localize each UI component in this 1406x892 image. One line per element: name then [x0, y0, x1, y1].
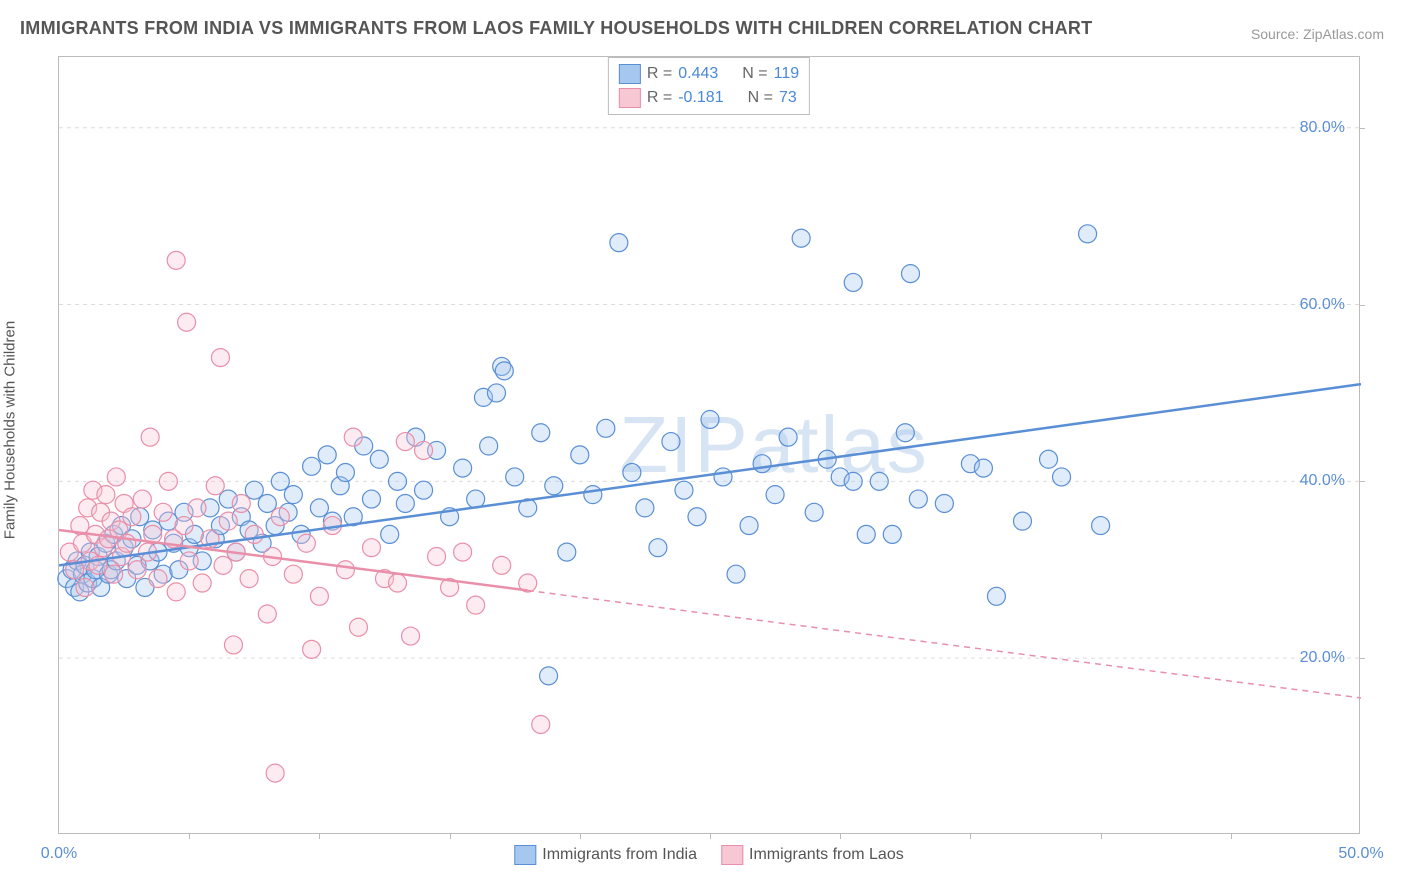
r-label: R = [647, 86, 672, 110]
legend-item-laos: Immigrants from Laos [721, 845, 904, 865]
swatch-laos [619, 88, 641, 108]
r-label: R = [647, 62, 672, 86]
r-value-india: 0.443 [678, 62, 718, 86]
series-legend: Immigrants from India Immigrants from La… [514, 845, 903, 865]
y-tick-label: 20.0% [1300, 649, 1345, 667]
legend-row-india: R = 0.443 N = 119 [619, 62, 799, 86]
x-tick-label: 0.0% [41, 845, 77, 863]
x-minor-tick [710, 833, 711, 839]
legend-label-india: Immigrants from India [542, 846, 697, 864]
trend-line-extrapolated-laos [528, 590, 1361, 698]
y-tick-label: 40.0% [1300, 472, 1345, 490]
x-minor-tick [1101, 833, 1102, 839]
legend-item-india: Immigrants from India [514, 845, 697, 865]
legend-label-laos: Immigrants from Laos [749, 846, 904, 864]
legend-row-laos: R = -0.181 N = 73 [619, 86, 799, 110]
y-tick-label: 60.0% [1300, 296, 1345, 314]
n-label: N = [742, 62, 767, 86]
x-minor-tick [580, 833, 581, 839]
x-minor-tick [840, 833, 841, 839]
x-tick-label: 50.0% [1338, 845, 1383, 863]
plot-area: ZIPatlas R = 0.443 N = 119 R = -0.181 N … [58, 56, 1360, 834]
trend-layer [59, 57, 1359, 833]
source-attribution: Source: ZipAtlas.com [1251, 26, 1384, 42]
x-minor-tick [1231, 833, 1232, 839]
swatch-india [514, 845, 536, 865]
x-minor-tick [319, 833, 320, 839]
x-minor-tick [450, 833, 451, 839]
correlation-legend: R = 0.443 N = 119 R = -0.181 N = 73 [608, 57, 810, 115]
n-value-india: 119 [774, 62, 800, 86]
x-minor-tick [189, 833, 190, 839]
trend-line-laos [59, 530, 528, 590]
r-value-laos: -0.181 [678, 86, 723, 110]
swatch-india [619, 64, 641, 84]
n-label: N = [748, 86, 773, 110]
n-value-laos: 73 [779, 86, 797, 110]
y-tick-label: 80.0% [1300, 119, 1345, 137]
y-axis-label: Family Households with Children [2, 321, 19, 539]
x-minor-tick [970, 833, 971, 839]
swatch-laos [721, 845, 743, 865]
chart-title: IMMIGRANTS FROM INDIA VS IMMIGRANTS FROM… [20, 18, 1092, 39]
trend-line-india [59, 384, 1361, 565]
